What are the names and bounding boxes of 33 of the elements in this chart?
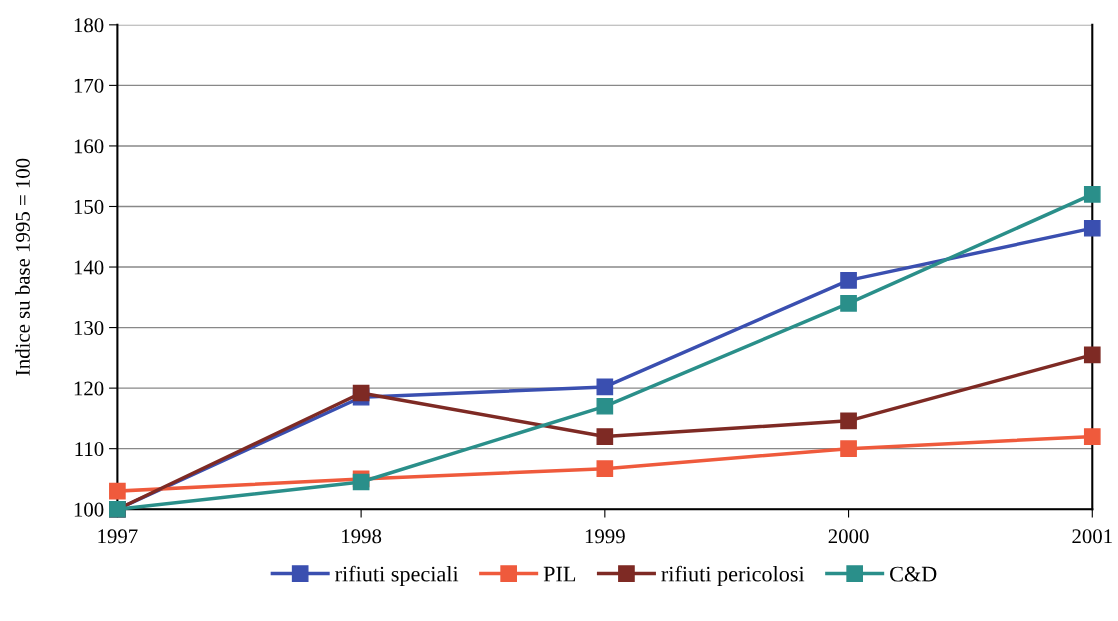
x-tick-label: 1997 bbox=[98, 529, 138, 544]
point bbox=[596, 460, 614, 477]
point bbox=[840, 440, 857, 458]
point bbox=[352, 384, 370, 402]
y-tick-label: 180 bbox=[74, 18, 104, 33]
y-tick-label: 150 bbox=[74, 199, 104, 214]
point bbox=[109, 482, 126, 500]
point bbox=[840, 412, 857, 430]
point bbox=[596, 428, 614, 445]
point bbox=[1083, 219, 1101, 237]
point bbox=[1083, 346, 1101, 364]
y-tick-label: 140 bbox=[74, 260, 104, 275]
legend-label: rifiuti speciali bbox=[335, 565, 459, 587]
point bbox=[840, 272, 857, 289]
point bbox=[840, 295, 857, 312]
y-tick-label: 120 bbox=[74, 381, 104, 396]
x-tick-label: 2000 bbox=[828, 529, 869, 544]
point bbox=[1083, 428, 1101, 445]
legend-label: C&D bbox=[890, 566, 937, 582]
y-tick-label: 170 bbox=[74, 78, 104, 93]
y-axis-title: Indice su base 1995 = 100 bbox=[15, 158, 30, 376]
point bbox=[1083, 186, 1101, 203]
y-tick-label: 110 bbox=[75, 442, 104, 457]
legend-label: PIL bbox=[543, 566, 576, 582]
y-tick-label: 100 bbox=[74, 502, 104, 517]
legend-label: rifiuti pericolosi bbox=[661, 565, 805, 587]
point bbox=[596, 378, 614, 396]
point bbox=[596, 397, 614, 415]
y-tick-label: 160 bbox=[74, 139, 104, 154]
x-tick-label: 1999 bbox=[585, 529, 625, 544]
x-tick-label: 2001 bbox=[1072, 529, 1112, 544]
y-tick-label: 130 bbox=[74, 320, 104, 336]
x-tick-label: 1998 bbox=[342, 529, 382, 544]
